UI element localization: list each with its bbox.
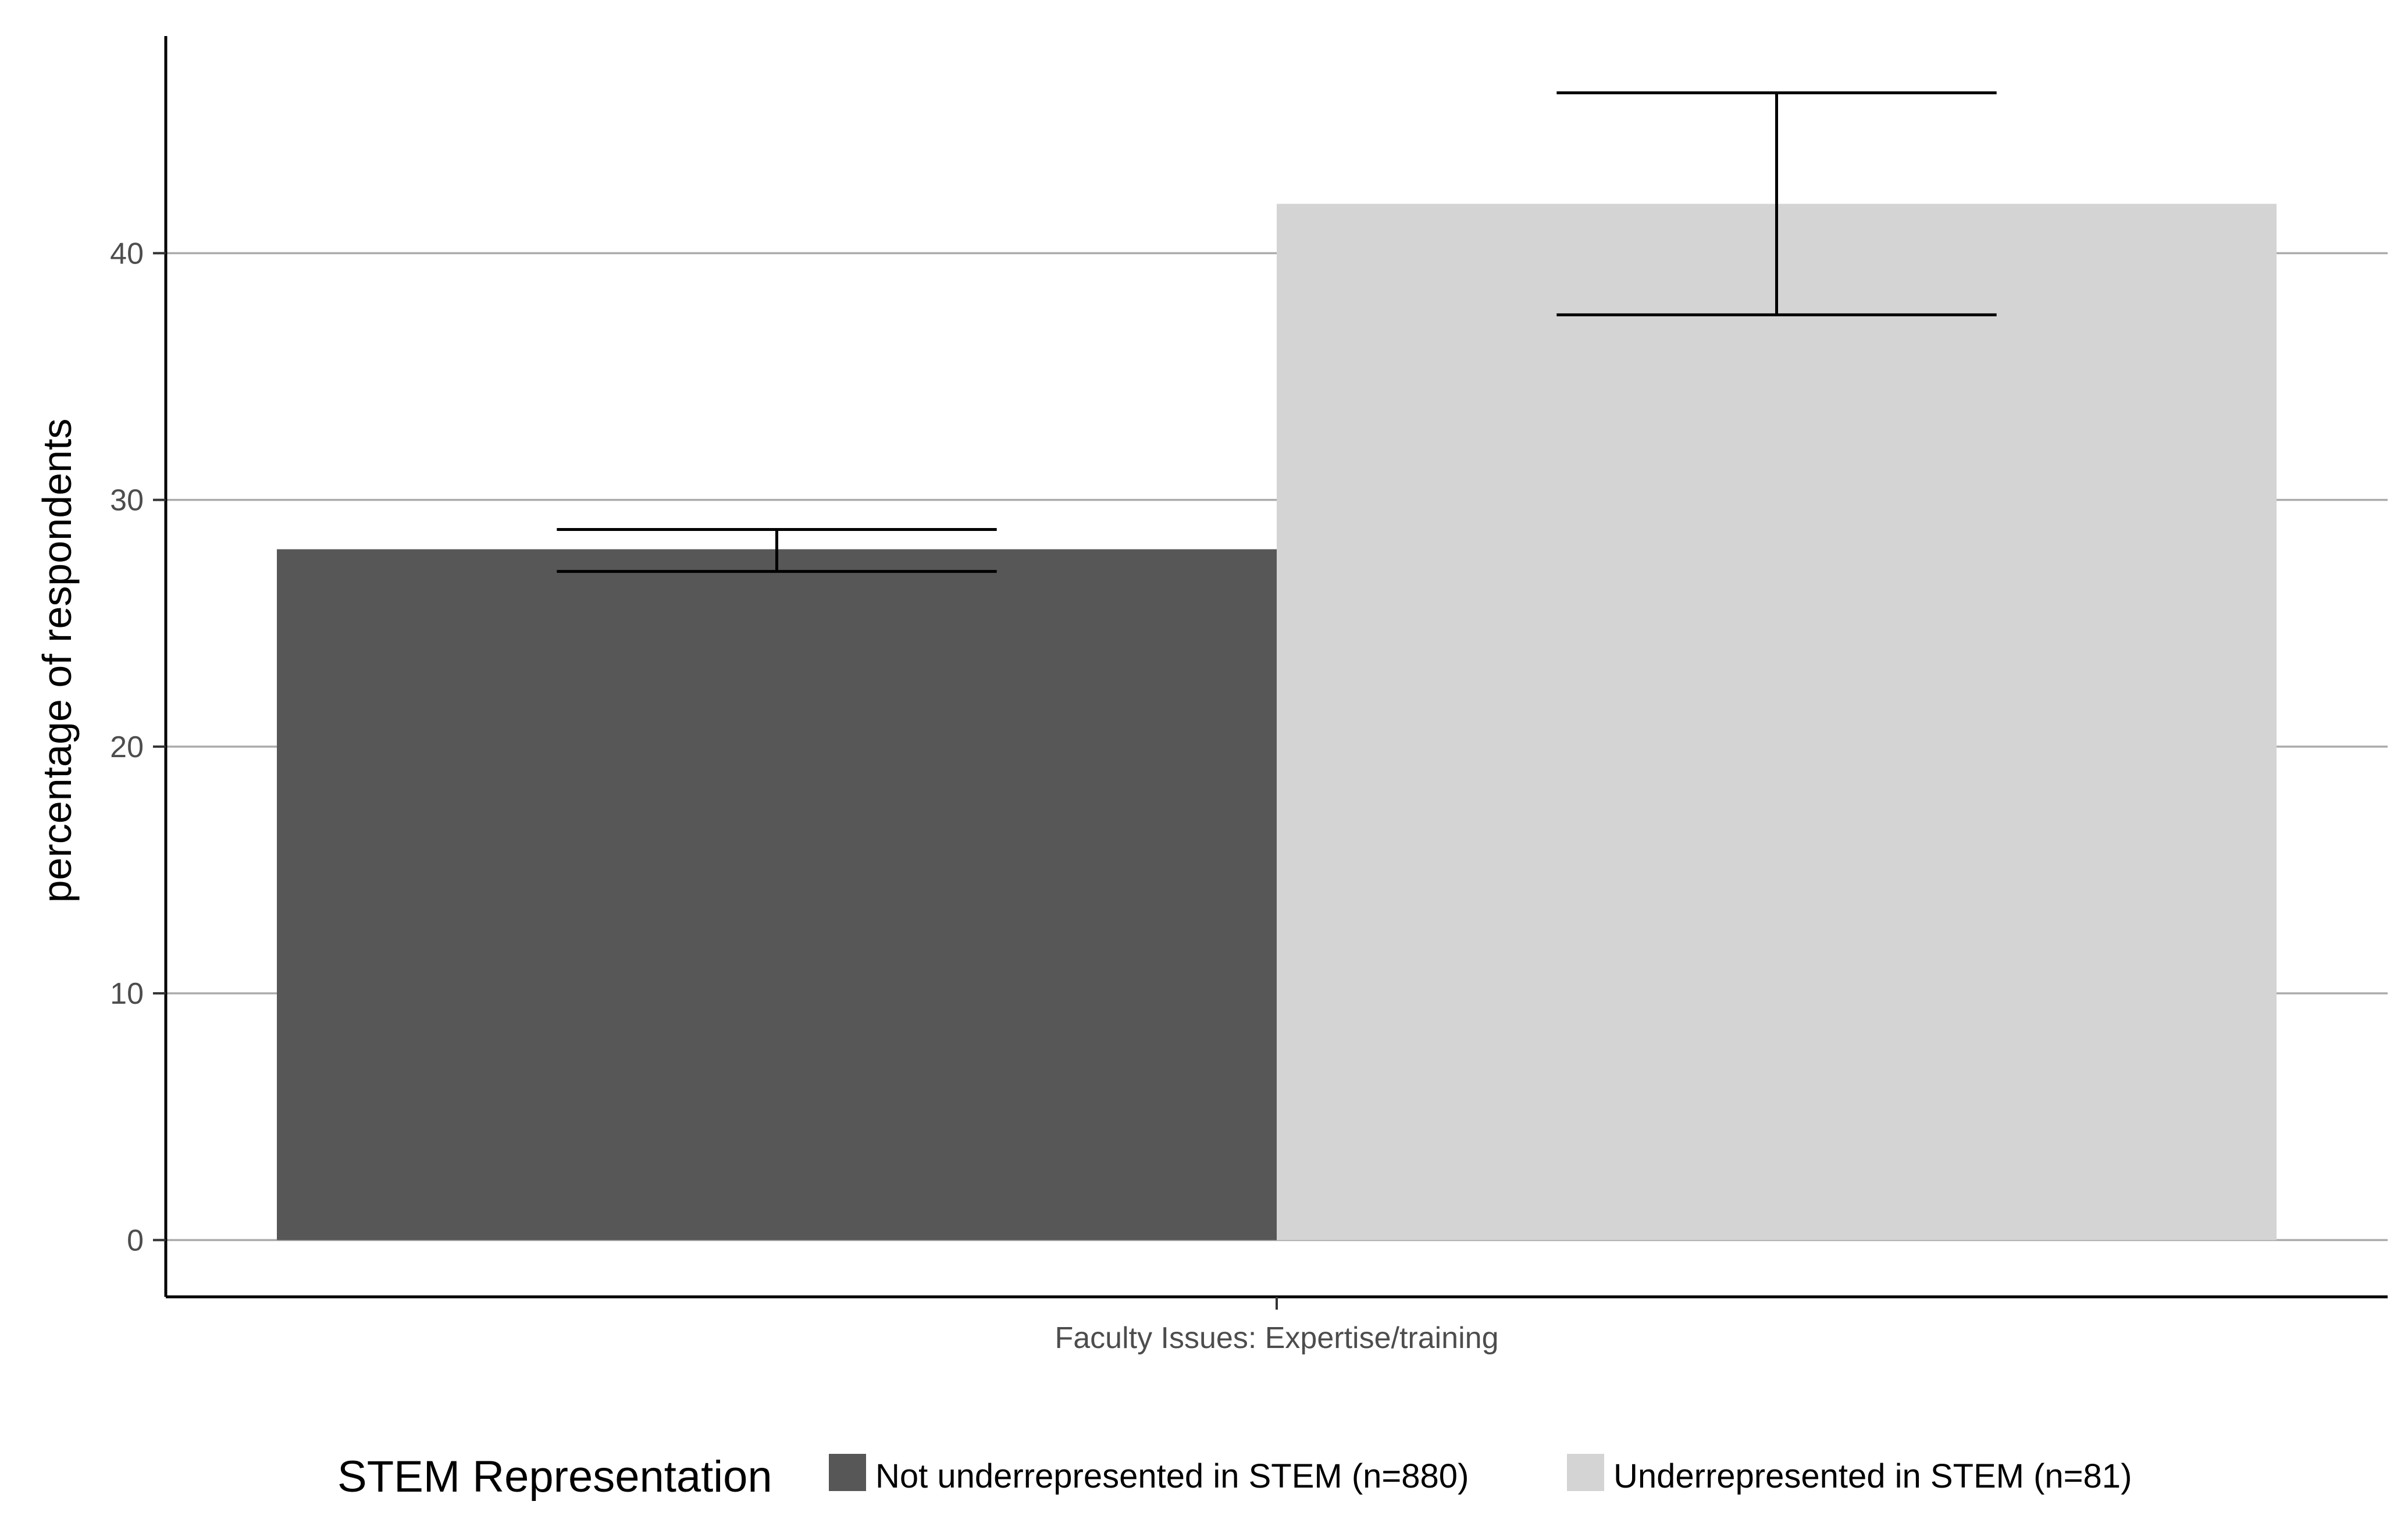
bar-underrepresented (1277, 204, 2277, 1240)
y-tick-label: 30 (110, 484, 144, 518)
y-tick-label: 40 (110, 237, 144, 270)
legend: STEM Representation Not underrepresented… (337, 1452, 2132, 1502)
x-tick-label: Faculty Issues: Expertise/training (1055, 1321, 1499, 1355)
bar-not-underrepresented (277, 549, 1277, 1240)
legend-key-not-underrepresented (829, 1454, 866, 1491)
legend-label: Not underrepresented in STEM (n=880) (875, 1457, 1469, 1495)
legend-title: STEM Representation (337, 1452, 772, 1502)
y-axis-ticks: 0 10 20 30 40 (110, 237, 166, 1257)
y-tick-label: 10 (110, 977, 144, 1011)
y-axis-title: percentage of respondents (34, 419, 80, 903)
y-tick-label: 20 (110, 730, 144, 764)
legend-items: Not underrepresented in STEM (n=880) Unde… (829, 1454, 2132, 1495)
legend-key-underrepresented (1567, 1454, 1604, 1491)
legend-label: Underrepresented in STEM (n=81) (1613, 1457, 2132, 1495)
x-axis-ticks: Faculty Issues: Expertise/training (1055, 1297, 1499, 1355)
bars (277, 204, 2277, 1240)
y-tick-label: 0 (127, 1224, 144, 1257)
error-bars (557, 91, 1997, 573)
